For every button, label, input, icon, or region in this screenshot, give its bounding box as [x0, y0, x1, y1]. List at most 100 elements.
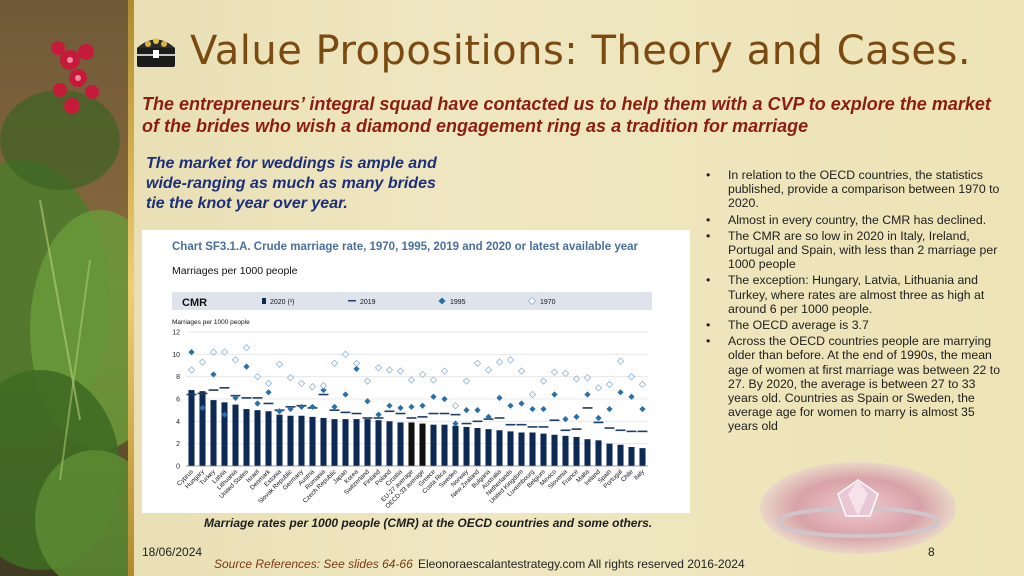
- diamond-ring-photo: [760, 462, 956, 554]
- bar-2020: [320, 417, 327, 466]
- chart-caption: Marriage rates per 1000 people (CMR) at …: [204, 516, 653, 530]
- bar-2020: [419, 423, 426, 466]
- marker-2019: [516, 423, 527, 426]
- bar-2020: [606, 443, 613, 466]
- marker-1970: [572, 375, 581, 383]
- marker-1995: [221, 411, 228, 418]
- bar-2020: [452, 425, 459, 466]
- marker-2019: [219, 387, 230, 389]
- marker-1970: [286, 374, 295, 382]
- bullet-item: The exception: Hungary, Latvia, Lithuani…: [706, 273, 1006, 316]
- marker-1970: [198, 358, 207, 366]
- red-flower-and-leaves-decoration: [0, 0, 128, 576]
- marker-2019: [538, 426, 549, 428]
- marker-2019: [417, 416, 428, 418]
- marker-2019: [329, 409, 340, 411]
- marker-1970: [616, 357, 625, 365]
- marker-1970: [473, 359, 482, 367]
- bar-2020: [551, 434, 558, 466]
- marker-1995: [474, 407, 481, 414]
- marker-1995: [584, 391, 591, 398]
- bar-2020: [540, 433, 547, 466]
- marker-1970: [231, 356, 240, 364]
- bullet-item: Across the OECD countries people are mar…: [706, 334, 1006, 433]
- slide-title: Value Propositions: Theory and Cases.: [190, 28, 972, 74]
- marker-2019: [593, 421, 604, 424]
- marker-1970: [352, 359, 361, 367]
- slide-date: 18/06/2024: [142, 545, 203, 559]
- marker-1995: [617, 389, 624, 396]
- marker-1970: [627, 372, 636, 381]
- marker-1970: [495, 358, 504, 366]
- marker-1970: [429, 376, 438, 384]
- bar-2020: [397, 422, 404, 466]
- marker-1970: [275, 360, 284, 369]
- bar-2020: [595, 440, 602, 466]
- bar-2020: [287, 415, 294, 466]
- marker-1970: [418, 370, 427, 379]
- marker-1995: [408, 403, 415, 410]
- marker-1970: [605, 380, 614, 389]
- marker-2019: [505, 423, 516, 426]
- marker-1970: [374, 364, 383, 372]
- legend-label-2019: 2019: [360, 299, 376, 306]
- marker-1970: [297, 379, 306, 388]
- legend-swatch-1970: [527, 296, 537, 306]
- bar-2020: [353, 419, 360, 466]
- legend-swatch-2019: [348, 300, 356, 302]
- marker-1970: [319, 381, 328, 390]
- marker-1995: [463, 407, 470, 414]
- marker-1995: [606, 405, 613, 413]
- marker-2019: [395, 412, 406, 415]
- bar-2020: [254, 410, 261, 466]
- marker-1970: [341, 350, 350, 359]
- marker-1995: [298, 403, 305, 410]
- bar-2020: [265, 411, 272, 466]
- bar-2020: [529, 432, 536, 466]
- marker-2019: [197, 392, 208, 395]
- marker-1970: [440, 367, 449, 375]
- marker-2019: [373, 417, 384, 419]
- bar-2020: [573, 436, 580, 466]
- bar-2020: [298, 415, 305, 466]
- bar-2020: [441, 424, 448, 466]
- marker-2019: [318, 393, 329, 396]
- marker-1970: [396, 367, 405, 375]
- marker-2019: [428, 412, 439, 415]
- bar-2020: [364, 419, 371, 466]
- marker-2019: [208, 389, 219, 391]
- marker-2019: [494, 417, 505, 419]
- bar-2020: [639, 448, 646, 466]
- marker-1970: [363, 377, 372, 385]
- chart-subtitle: Marriages per 1000 people: [172, 265, 298, 277]
- chart-panel-label: CMR: [182, 297, 207, 309]
- bullet-list: In relation to the OECD countries, the s…: [704, 168, 1006, 436]
- marker-2019: [351, 412, 362, 415]
- marker-1970: [484, 366, 493, 374]
- bullet-item: The CMR are so low in 2020 in Italy, Ire…: [706, 229, 1006, 272]
- marker-2019: [340, 411, 351, 414]
- marker-1970: [451, 402, 460, 410]
- y-axis-label: Marriages per 1000 people: [172, 319, 250, 326]
- marker-2019: [549, 419, 560, 422]
- marker-1995: [529, 405, 536, 413]
- marker-2019: [571, 428, 582, 430]
- marker-2019: [439, 412, 450, 415]
- marker-1995: [441, 395, 448, 403]
- y-tick-label: 12: [172, 330, 180, 337]
- bar-2020: [243, 409, 250, 466]
- marker-1970: [407, 376, 416, 384]
- marker-1970: [264, 379, 273, 388]
- marker-1995: [342, 391, 349, 398]
- marker-1995: [551, 391, 558, 398]
- marker-1995: [540, 405, 547, 413]
- legend-label-2020: 2020 (¹): [270, 299, 295, 306]
- marker-1995: [595, 414, 602, 422]
- y-tick-label: 6: [176, 397, 180, 404]
- marker-1995: [232, 394, 239, 401]
- marker-1970: [583, 374, 592, 382]
- chart-panel-band: [172, 292, 652, 310]
- marker-1995: [573, 413, 580, 420]
- slide-subtitle: The entrepreneurs’ integral squad have c…: [142, 94, 991, 136]
- marker-1995: [419, 402, 426, 409]
